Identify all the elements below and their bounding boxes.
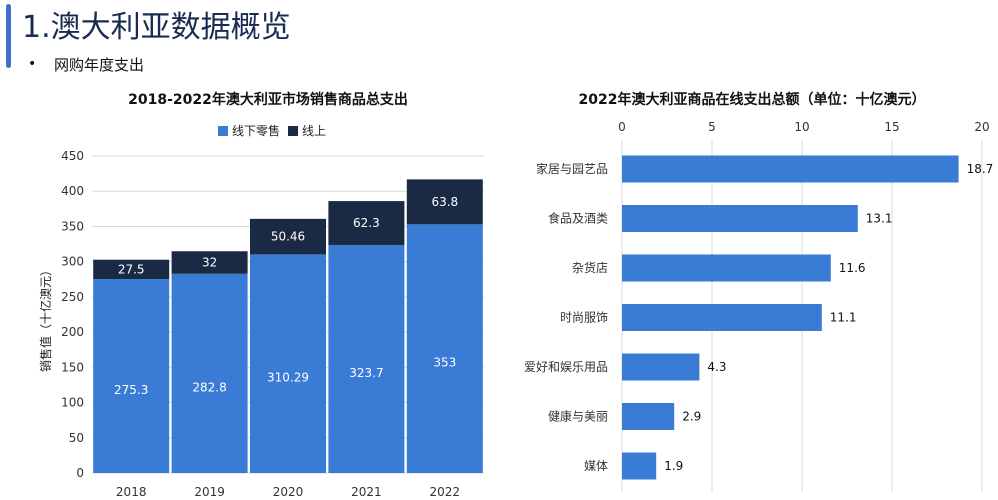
x-tick-label: 2018 <box>116 485 147 499</box>
x-tick-label: 20 <box>974 120 989 134</box>
bar-online <box>93 259 170 280</box>
left-y-axis-label: 销售值（十亿澳元） <box>38 264 53 372</box>
category-label: 健康与美丽 <box>548 409 608 424</box>
bar-online <box>171 251 248 274</box>
category-label: 食品及酒类 <box>548 211 608 226</box>
data-label-online: 62.3 <box>353 216 380 230</box>
left-legend: 线下零售 线上 <box>218 123 326 138</box>
category-label: 家居与园艺品 <box>536 161 608 176</box>
x-tick-label: 0 <box>618 120 626 134</box>
data-label-online: 50.46 <box>271 230 305 244</box>
hbar <box>622 304 822 331</box>
y-tick-label: 400 <box>61 184 84 198</box>
data-label-offline: 310.29 <box>267 371 309 385</box>
category-label: 时尚服饰 <box>560 311 608 325</box>
bar-offline <box>250 254 326 473</box>
data-label-offline: 353 <box>433 356 456 370</box>
hbar <box>622 353 700 381</box>
y-tick-label: 250 <box>61 290 84 304</box>
bar-offline <box>328 244 405 473</box>
data-label: 11.1 <box>830 311 857 325</box>
bullet-text: 网购年度支出 <box>54 56 145 74</box>
y-tick-label: 450 <box>61 149 84 163</box>
data-label: 2.9 <box>682 410 701 424</box>
right-chart-plot: 0 5 10 15 20 家居与园艺品 18.7 食品及酒类 13.1 杂货店 11.6 时尚服饰 11… <box>524 120 993 492</box>
data-label-offline: 282.8 <box>192 380 226 394</box>
data-label: 11.6 <box>839 261 866 275</box>
hbar <box>622 254 831 282</box>
y-tick-label: 350 <box>61 219 84 233</box>
category-label: 爱好和娱乐用品 <box>524 360 608 374</box>
page-title: 1.澳大利亚数据概览 <box>22 10 291 45</box>
x-tick-label: 2021 <box>351 485 382 499</box>
bar-offline <box>93 279 170 473</box>
x-tick-label: 15 <box>884 120 899 134</box>
hbar <box>622 155 959 183</box>
y-tick-label: 50 <box>69 431 84 445</box>
data-label: 18.7 <box>967 162 994 176</box>
data-label-online: 63.8 <box>431 195 458 209</box>
data-label-offline: 323.7 <box>349 366 383 380</box>
y-tick-label: 300 <box>61 255 84 269</box>
legend-label-online: 线上 <box>302 124 326 138</box>
title-accent-bar <box>6 4 11 68</box>
y-tick-label: 100 <box>61 396 84 410</box>
data-label: 4.3 <box>707 360 726 374</box>
left-chart-title: 2018-2022年澳大利亚市场销售商品总支出 <box>128 91 408 108</box>
legend-label-offline: 线下零售 <box>232 123 280 138</box>
category-label: 杂货店 <box>572 260 608 275</box>
x-tick-label: 2022 <box>430 485 461 499</box>
y-tick-label: 200 <box>61 325 84 339</box>
data-label-offline: 275.3 <box>114 383 148 397</box>
hbar <box>622 452 657 480</box>
data-label-online: 27.5 <box>118 262 145 276</box>
y-tick-label: 150 <box>61 360 84 374</box>
data-label: 13.1 <box>866 212 893 226</box>
x-tick-label: 5 <box>708 120 716 134</box>
bar-online <box>328 201 405 245</box>
legend-swatch-offline <box>218 126 228 136</box>
x-tick-label: 10 <box>794 120 809 134</box>
category-label: 媒体 <box>584 459 608 473</box>
bar-online <box>250 218 326 255</box>
x-tick-label: 2019 <box>194 485 225 499</box>
data-label-online: 32 <box>202 256 217 270</box>
bar-online <box>406 179 483 225</box>
hbar <box>622 205 858 232</box>
y-tick-label: 0 <box>76 466 84 480</box>
bar-offline <box>171 273 248 473</box>
bullet-dot-icon: • <box>28 56 37 72</box>
x-tick-label: 2020 <box>273 485 304 499</box>
data-label: 1.9 <box>664 459 683 473</box>
right-chart-title: 2022年澳大利亚商品在线支出总额（单位：十亿澳元） <box>579 91 926 108</box>
legend-swatch-online <box>288 126 298 136</box>
left-chart-plot: 0 50 100 150 200 250 300 350 400 450 275.3 27.5 2018… <box>61 149 484 499</box>
bar-offline <box>406 224 483 473</box>
hbar <box>622 403 675 430</box>
